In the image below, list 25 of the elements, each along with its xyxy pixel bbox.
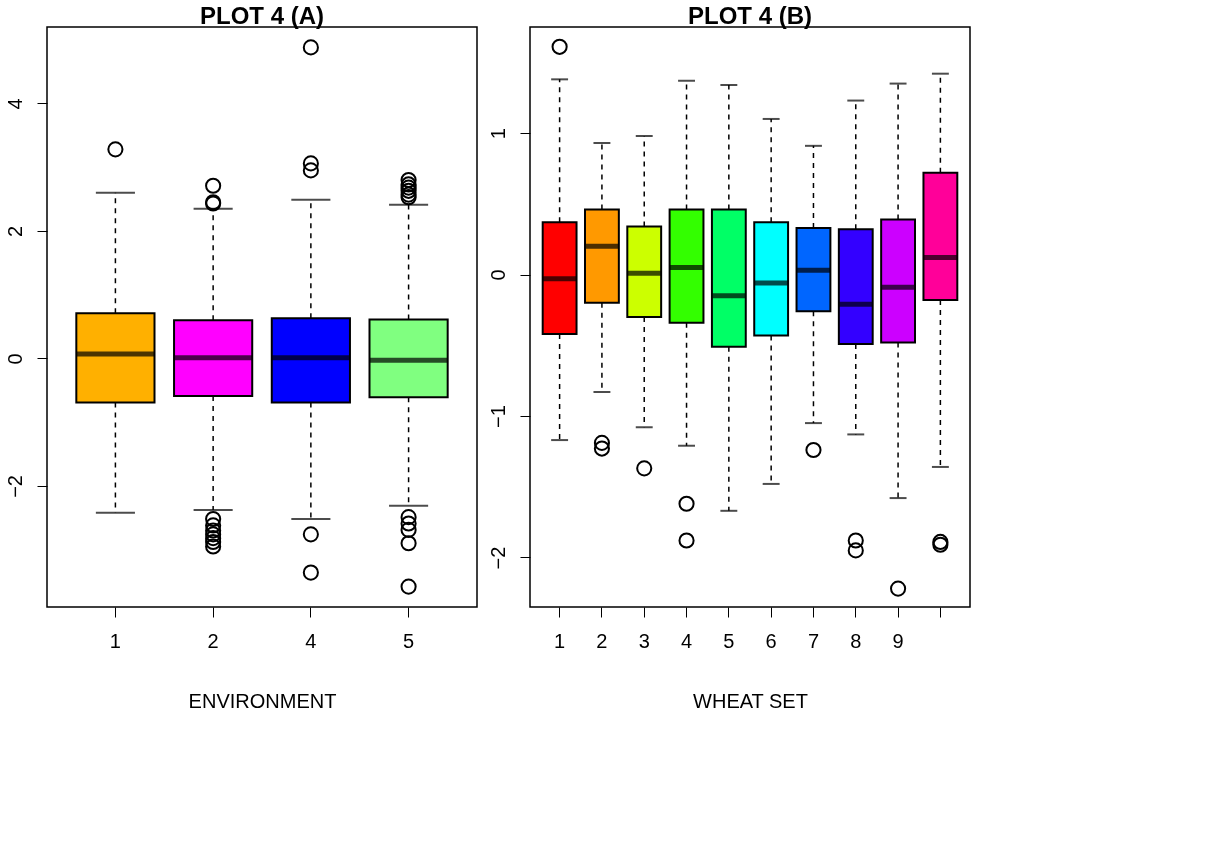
y-tick-label: −2 bbox=[486, 546, 509, 570]
y-tick-label: 0 bbox=[486, 269, 509, 281]
x-tick-label: 2 bbox=[596, 629, 608, 652]
x-tick-label: 3 bbox=[638, 629, 650, 652]
x-tick-label: 1 bbox=[109, 629, 121, 652]
x-tick-label: 5 bbox=[403, 629, 415, 652]
y-tick-label: 2 bbox=[3, 225, 26, 238]
y-tick-label: 4 bbox=[3, 98, 26, 110]
x-tick-label: 1 bbox=[554, 629, 566, 652]
x-tick-label: 6 bbox=[765, 629, 777, 652]
x-tick-label: 4 bbox=[680, 629, 693, 652]
x-axis-title: ENVIRONMENT bbox=[188, 689, 337, 712]
x-tick-label: 4 bbox=[305, 629, 317, 652]
x-tick-label: 5 bbox=[723, 629, 735, 652]
y-tick-label: −1 bbox=[486, 405, 509, 428]
y-tick-label: −2 bbox=[3, 474, 26, 498]
x-tick-label: 7 bbox=[807, 629, 820, 652]
x-axis-title: WHEAT SET bbox=[693, 689, 808, 712]
chart-title: PLOT 4 (B) bbox=[688, 2, 812, 29]
y-tick-label: 0 bbox=[3, 353, 26, 365]
chart-title: PLOT 4 (A) bbox=[200, 2, 324, 29]
x-tick-label: 2 bbox=[207, 629, 219, 652]
x-tick-label: 8 bbox=[850, 629, 862, 652]
y-tick-label: 1 bbox=[486, 128, 509, 140]
x-tick-label: 9 bbox=[892, 629, 904, 652]
